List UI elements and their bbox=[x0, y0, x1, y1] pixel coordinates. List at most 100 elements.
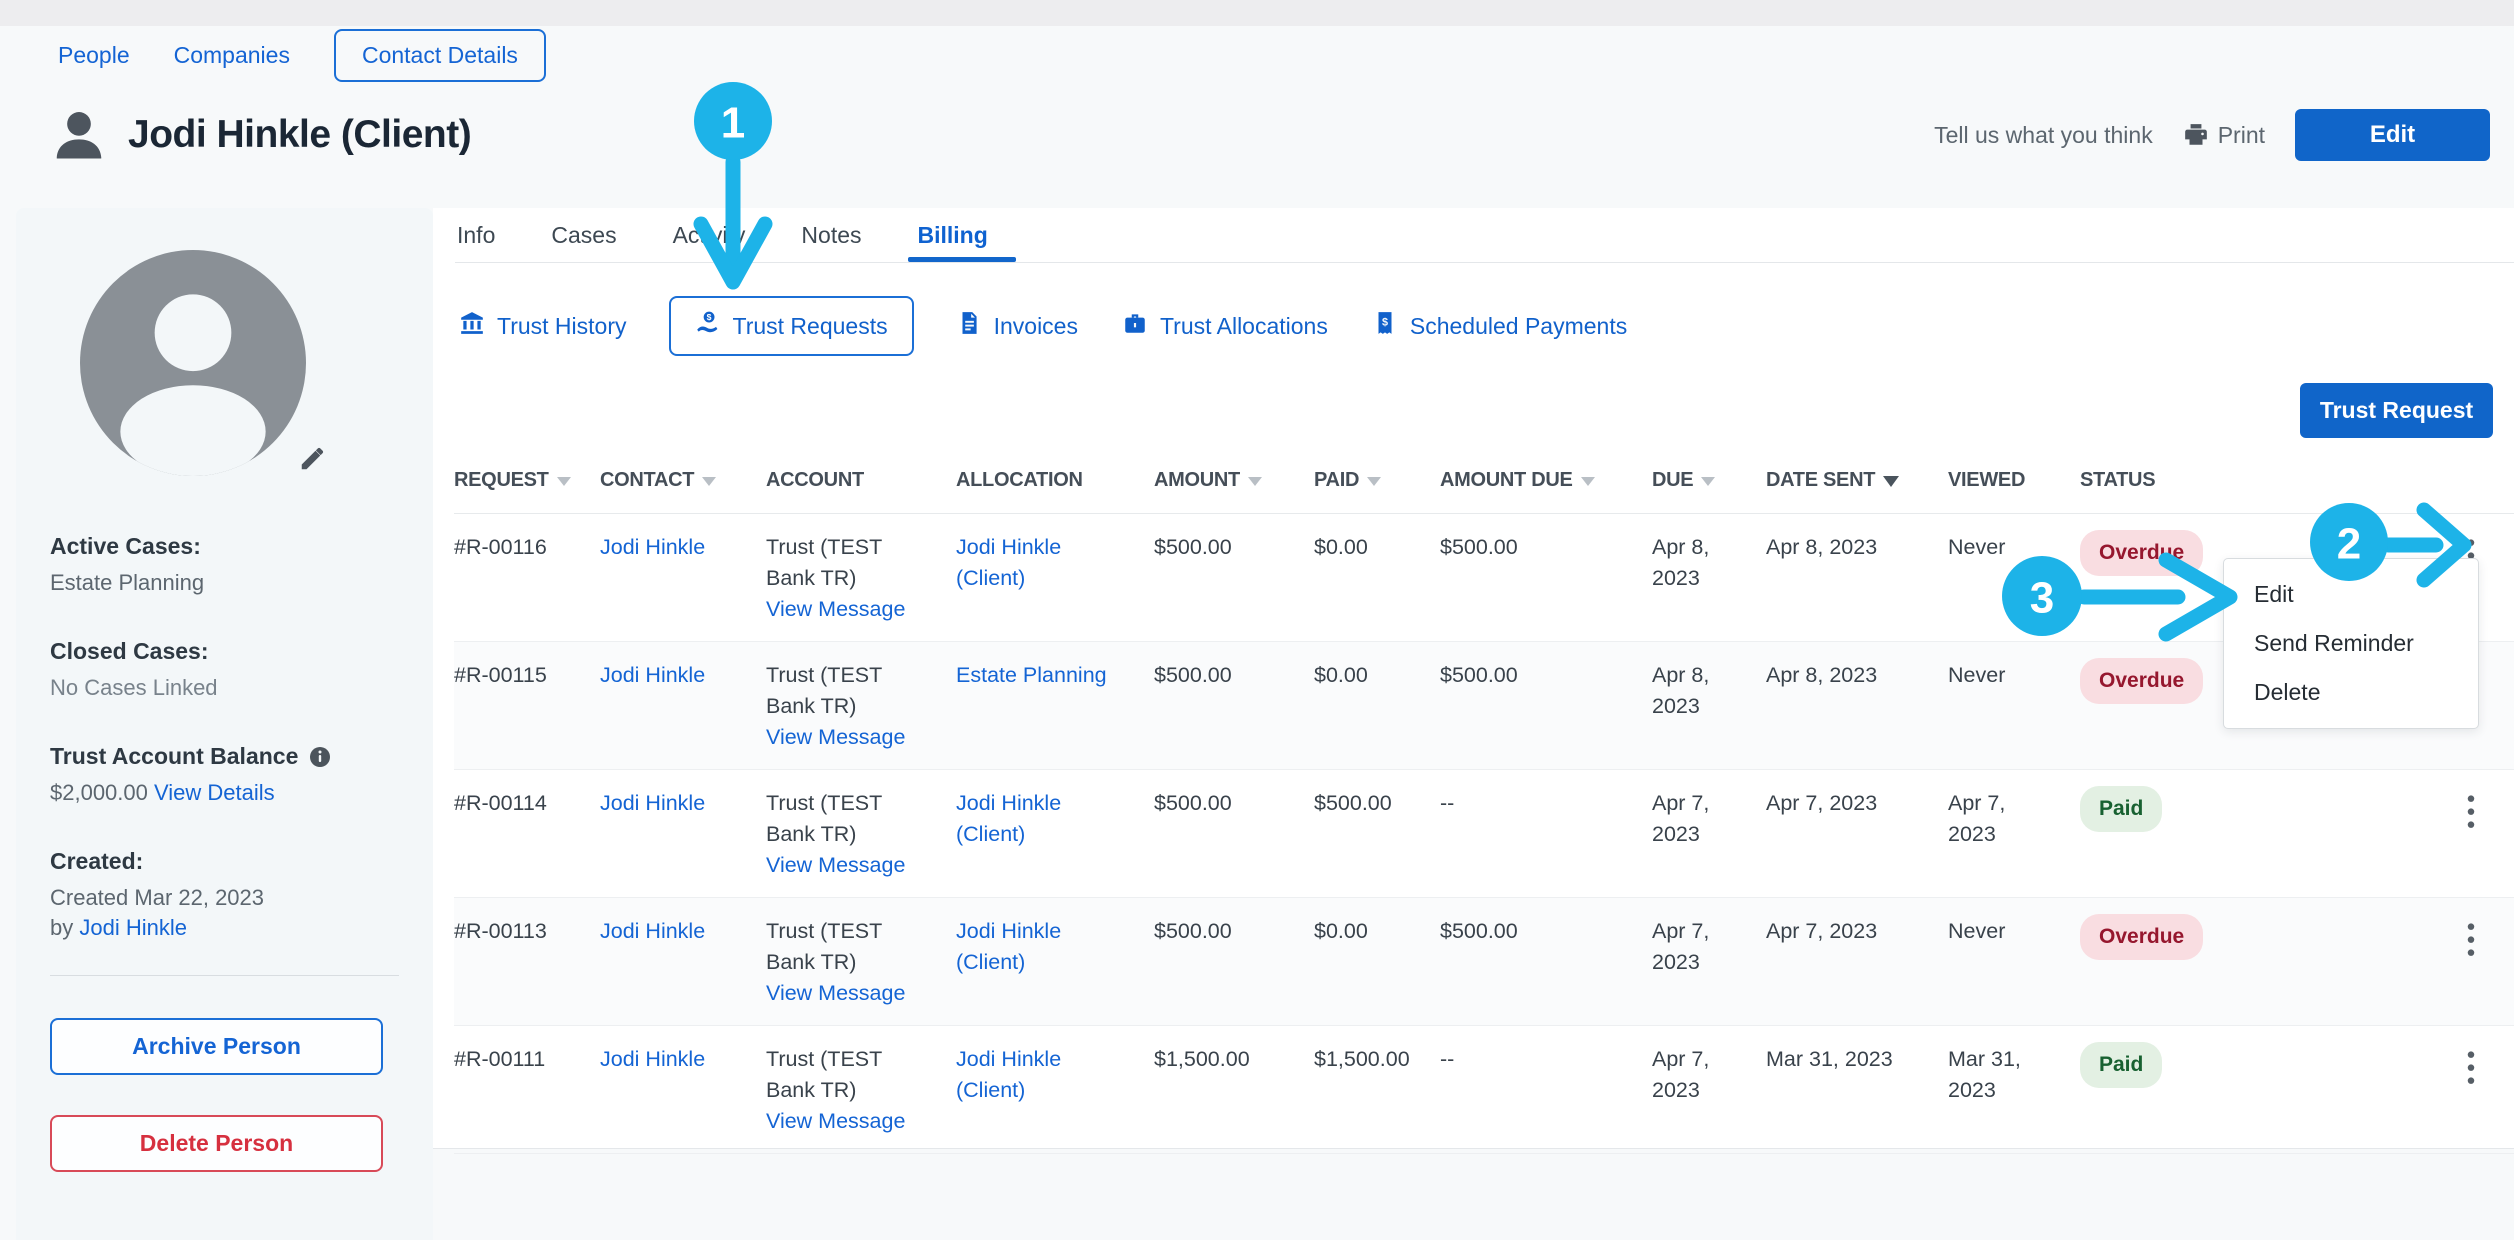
trust-balance-label: Trust Account Balance bbox=[50, 743, 299, 769]
allocation-link[interactable]: Jodi Hinkle (Client) bbox=[956, 535, 1062, 591]
print-button[interactable]: Print bbox=[2183, 122, 2265, 149]
account-text: Trust (TEST Bank TR) bbox=[766, 919, 882, 975]
cell-date-sent: Apr 7, 2023 bbox=[1766, 791, 1878, 815]
cell-actions bbox=[2458, 788, 2514, 838]
status-badge: Overdue bbox=[2080, 658, 2204, 705]
status-badge: Paid bbox=[2080, 786, 2163, 833]
tab-activity[interactable]: Activity bbox=[672, 221, 746, 248]
cell-amount: $500.00 bbox=[1154, 791, 1232, 815]
cell-contact: Jodi Hinkle bbox=[600, 1044, 766, 1075]
column-header-request[interactable]: REQUEST bbox=[454, 469, 600, 492]
cell-request: #R-00113 bbox=[454, 919, 547, 943]
tab-billing[interactable]: Billing bbox=[907, 210, 1017, 262]
print-label: Print bbox=[2217, 121, 2265, 148]
edit-avatar-pencil-icon[interactable] bbox=[298, 443, 328, 473]
cell-amount-due: -- bbox=[1440, 791, 1455, 815]
closed-cases-label: Closed Cases: bbox=[50, 638, 209, 664]
view-message-link[interactable]: View Message bbox=[766, 1109, 906, 1134]
account-text: Trust (TEST Bank TR) bbox=[766, 663, 882, 719]
nav-people-link[interactable]: People bbox=[58, 41, 130, 68]
kebab-menu-icon[interactable] bbox=[2458, 790, 2484, 830]
trust-balance-value: $2,000.00 bbox=[50, 780, 148, 805]
cell-viewed: Apr 7, 2023 bbox=[1948, 791, 2006, 847]
subtab-label: Invoices bbox=[993, 312, 1078, 339]
cell-allocation: Jodi Hinkle (Client) bbox=[956, 916, 1154, 978]
view-message-link[interactable]: View Message bbox=[766, 725, 906, 750]
column-header-label: AMOUNT bbox=[1154, 469, 1240, 491]
created-by-link[interactable]: Jodi Hinkle bbox=[79, 915, 187, 940]
kebab-menu-icon[interactable] bbox=[2458, 1046, 2484, 1086]
column-header-amount[interactable]: AMOUNT bbox=[1154, 469, 1314, 492]
feedback-link[interactable]: Tell us what you think bbox=[1934, 121, 2153, 148]
tab-notes[interactable]: Notes bbox=[801, 221, 862, 248]
invoice-icon bbox=[956, 310, 982, 342]
column-header-contact[interactable]: CONTACT bbox=[600, 469, 766, 492]
allocation-link[interactable]: Jodi Hinkle (Client) bbox=[956, 1047, 1062, 1103]
allocation-link[interactable]: Estate Planning bbox=[956, 663, 1107, 687]
trust-request-button[interactable]: Trust Request bbox=[2300, 383, 2493, 438]
cell-status: Overdue bbox=[2080, 914, 2458, 961]
column-header-label: VIEWED bbox=[1948, 469, 2026, 491]
column-header-label: AMOUNT DUE bbox=[1440, 469, 1573, 491]
cell-allocation: Jodi Hinkle (Client) bbox=[956, 788, 1154, 850]
column-header-account: ACCOUNT bbox=[766, 469, 956, 492]
active-cases-label: Active Cases: bbox=[50, 533, 201, 559]
table-row: #R-00113 Jodi Hinkle Trust (TEST Bank TR) V… bbox=[454, 898, 2514, 1026]
table-row: #R-00115 Jodi Hinkle Trust (TEST Bank TR) V… bbox=[454, 642, 2514, 770]
sort-caret-icon bbox=[1247, 477, 1262, 486]
menu-item-delete[interactable]: Delete bbox=[2254, 679, 2321, 705]
view-message-link[interactable]: View Message bbox=[766, 981, 906, 1006]
cell-status: Overdue bbox=[2080, 658, 2458, 705]
cell-allocation: Jodi Hinkle (Client) bbox=[956, 1044, 1154, 1106]
column-header-amount-due[interactable]: AMOUNT DUE bbox=[1440, 469, 1652, 492]
subtab-trust-history[interactable]: Trust History bbox=[457, 298, 629, 354]
cell-date-sent: Mar 31, 2023 bbox=[1766, 1047, 1893, 1071]
contact-link[interactable]: Jodi Hinkle bbox=[600, 791, 706, 815]
status-badge: Overdue bbox=[2080, 914, 2204, 961]
header-actions: Tell us what you think Print Edit bbox=[1934, 109, 2490, 161]
trust-requests-table: REQUEST CONTACT ACCOUNT ALLOCATION AMOUNT PAI… bbox=[433, 448, 2514, 1154]
menu-item-edit[interactable]: Edit bbox=[2254, 581, 2294, 607]
contact-link[interactable]: Jodi Hinkle bbox=[600, 1047, 706, 1071]
allocation-link[interactable]: Jodi Hinkle (Client) bbox=[956, 791, 1062, 847]
table-row: #R-00116 Jodi Hinkle Trust (TEST Bank TR) V… bbox=[454, 514, 2514, 642]
cell-amount-due: $500.00 bbox=[1440, 919, 1518, 943]
cell-paid: $1,500.00 bbox=[1314, 1047, 1410, 1071]
person-icon bbox=[56, 112, 102, 159]
view-details-link[interactable]: View Details bbox=[154, 780, 275, 805]
delete-person-button[interactable]: Delete Person bbox=[50, 1115, 383, 1172]
column-header-label: DATE SENT bbox=[1766, 469, 1876, 491]
cell-amount-due: $500.00 bbox=[1440, 663, 1518, 687]
trust-balance-block: Trust Account Balance $2,000.00 View Det… bbox=[50, 743, 433, 806]
tab-info[interactable]: Info bbox=[457, 221, 496, 248]
row-context-menu: Edit Send Reminder Delete bbox=[2223, 558, 2479, 729]
table-header-row: REQUEST CONTACT ACCOUNT ALLOCATION AMOUNT PAI… bbox=[454, 448, 2514, 514]
edit-button[interactable]: Edit bbox=[2295, 109, 2490, 161]
cell-account: Trust (TEST Bank TR) View Message bbox=[766, 788, 956, 882]
view-message-link[interactable]: View Message bbox=[766, 597, 906, 622]
subtab-trust-allocations[interactable]: Trust Allocations bbox=[1120, 298, 1330, 354]
column-header-due[interactable]: DUE bbox=[1652, 469, 1766, 492]
subtab-invoices[interactable]: Invoices bbox=[954, 298, 1080, 354]
subtab-trust-requests[interactable]: $ Trust Requests bbox=[668, 296, 914, 356]
subtab-scheduled-payments[interactable]: $ Scheduled Payments bbox=[1370, 298, 1629, 354]
column-header-date-sent[interactable]: DATE SENT bbox=[1766, 469, 1948, 492]
active-cases-value: Estate Planning bbox=[50, 570, 205, 595]
tab-cases[interactable]: Cases bbox=[551, 221, 617, 248]
cell-due: Apr 8, 2023 bbox=[1652, 663, 1710, 719]
menu-item-send-reminder[interactable]: Send Reminder bbox=[2254, 630, 2414, 656]
contact-details-button[interactable]: Contact Details bbox=[333, 28, 546, 82]
view-message-link[interactable]: View Message bbox=[766, 853, 906, 878]
archive-person-button[interactable]: Archive Person bbox=[50, 1018, 383, 1075]
allocation-link[interactable]: Jodi Hinkle (Client) bbox=[956, 919, 1062, 975]
kebab-menu-icon[interactable] bbox=[2458, 918, 2484, 958]
cell-actions bbox=[2458, 1044, 2514, 1094]
contact-link[interactable]: Jodi Hinkle bbox=[600, 663, 706, 687]
cell-paid: $0.00 bbox=[1314, 535, 1368, 559]
column-header-label: CONTACT bbox=[600, 469, 695, 491]
contact-link[interactable]: Jodi Hinkle bbox=[600, 535, 706, 559]
nav-companies-link[interactable]: Companies bbox=[173, 41, 290, 68]
info-icon[interactable] bbox=[308, 745, 332, 769]
column-header-paid[interactable]: PAID bbox=[1314, 469, 1440, 492]
contact-link[interactable]: Jodi Hinkle bbox=[600, 919, 706, 943]
